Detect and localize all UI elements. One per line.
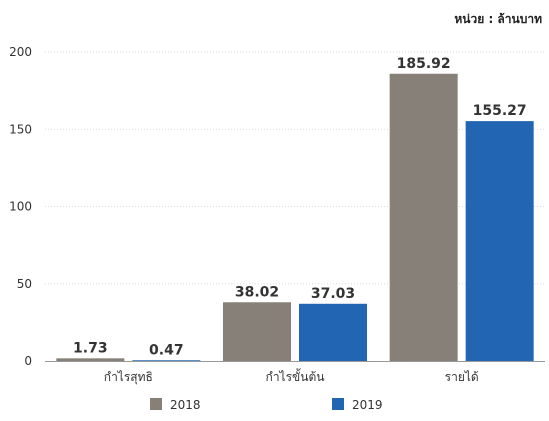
legend: 2018 2019 (150, 398, 383, 412)
bar-value-label: 38.02 (235, 284, 279, 300)
bar-2018 (56, 358, 125, 361)
bar-value-labels: 1.73 0.47 38.02 37.03 185.92 155.27 (73, 56, 527, 359)
bar-2019 (465, 121, 534, 361)
legend-label-2019: 2019 (352, 398, 383, 412)
y-tick-label: 0 (24, 354, 32, 368)
bar-2019 (299, 303, 367, 361)
bar-value-label: 155.27 (473, 103, 527, 119)
bar-value-label: 37.03 (311, 286, 355, 302)
bar-value-label: 1.73 (73, 340, 108, 356)
y-tick-label: 150 (9, 122, 32, 136)
legend-swatch-2018 (150, 398, 162, 410)
x-tick-label: รายได้ (445, 370, 479, 384)
bar-value-label: 0.47 (149, 342, 184, 358)
legend-label-2018: 2018 (170, 398, 201, 412)
legend-swatch-2019 (332, 398, 344, 410)
y-axis-ticks: 0 50 100 150 200 (9, 45, 32, 368)
unit-label: หน่วย : ล้านบาท (454, 12, 542, 26)
bars (56, 73, 534, 361)
bar-2019 (132, 360, 201, 361)
bar-2018 (223, 302, 291, 361)
gridlines (45, 51, 545, 362)
x-axis-ticks: กำไรสุทธิ กำไรขั้นต้น รายได้ (104, 368, 479, 385)
bar-value-label: 185.92 (397, 56, 451, 72)
bar-2018 (389, 73, 458, 361)
y-tick-label: 200 (9, 45, 32, 59)
y-tick-label: 50 (17, 277, 32, 291)
x-tick-label: กำไรขั้นต้น (266, 368, 325, 384)
x-tick-label: กำไรสุทธิ (104, 370, 153, 385)
y-tick-label: 100 (9, 200, 32, 214)
